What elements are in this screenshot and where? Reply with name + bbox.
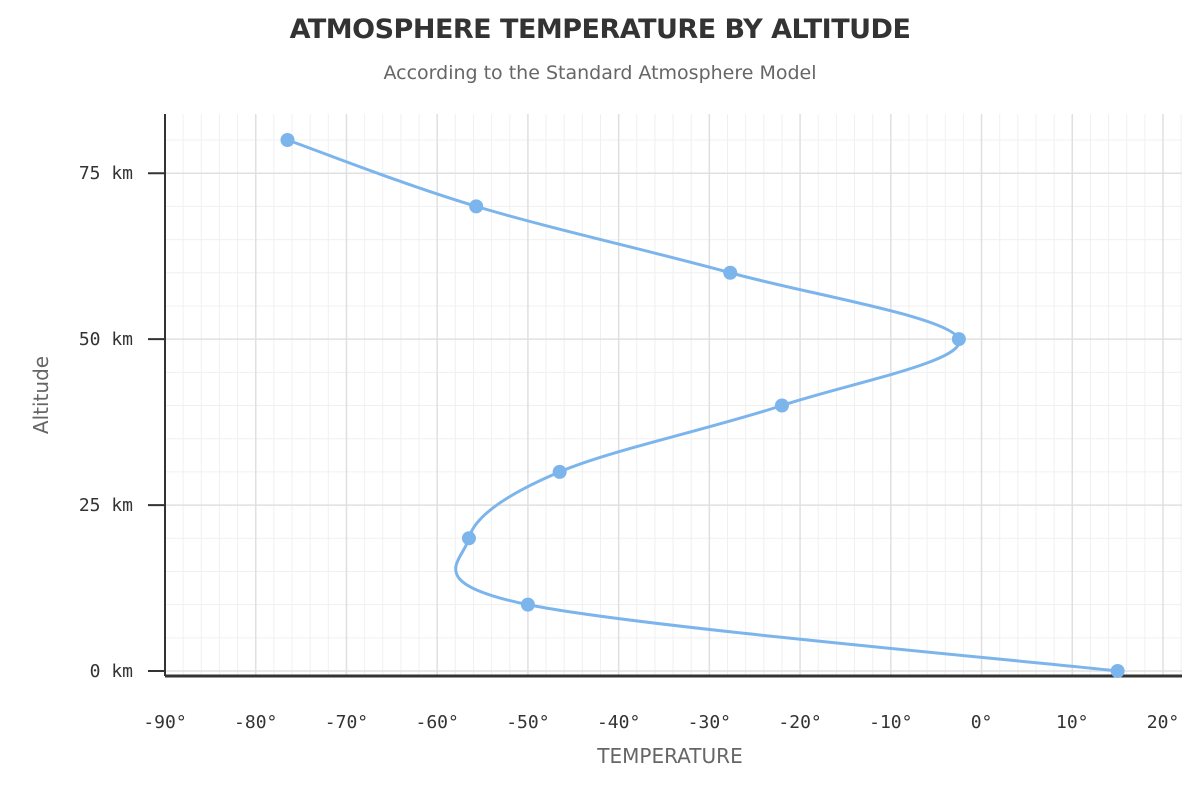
y-axis-title: Altitude	[29, 355, 53, 435]
data-point[interactable]	[280, 133, 295, 147]
y-tick-label: 0 km	[90, 661, 133, 682]
data-points	[280, 133, 1125, 678]
x-axis-ticks: -90° -80° -70° -60° -50° -40° -30° -20° -10° 0° 10…	[143, 712, 1179, 733]
major-grid	[164, 114, 1182, 676]
x-tick-label: -40°	[597, 712, 640, 733]
y-tick-label: 75 km	[79, 163, 133, 184]
x-tick-label: -60°	[416, 712, 459, 733]
x-tick-label: 10°	[1056, 712, 1089, 733]
data-point[interactable]	[552, 464, 567, 479]
y-tick-label: 50 km	[79, 329, 133, 350]
data-point[interactable]	[951, 332, 966, 347]
x-tick-label: -10°	[869, 712, 912, 733]
x-tick-label: -30°	[688, 712, 731, 733]
chart-title: ATMOSPHERE TEMPERATURE BY ALTITUDE	[289, 14, 911, 45]
x-tick-label: -50°	[506, 712, 549, 733]
data-point[interactable]	[774, 398, 789, 413]
x-tick-label: -70°	[325, 712, 368, 733]
data-point[interactable]	[520, 597, 535, 612]
x-axis-title: TEMPERATURE	[597, 744, 743, 768]
y-axis-ticks: 0 km 25 km 50 km 75 km	[79, 163, 165, 682]
y-tick-label: 25 km	[79, 495, 133, 516]
x-tick-label: -20°	[778, 712, 821, 733]
x-tick-label: 20°	[1147, 712, 1180, 733]
x-tick-label: -90°	[143, 712, 186, 733]
x-tick-label: -80°	[234, 712, 277, 733]
data-point[interactable]	[461, 531, 476, 546]
data-point[interactable]	[469, 199, 484, 214]
minor-grid	[164, 114, 1182, 676]
x-tick-label: 0°	[971, 712, 993, 733]
data-point[interactable]	[723, 265, 738, 280]
data-point[interactable]	[1110, 664, 1125, 678]
chart-subtitle: According to the Standard Atmosphere Mod…	[383, 62, 817, 84]
